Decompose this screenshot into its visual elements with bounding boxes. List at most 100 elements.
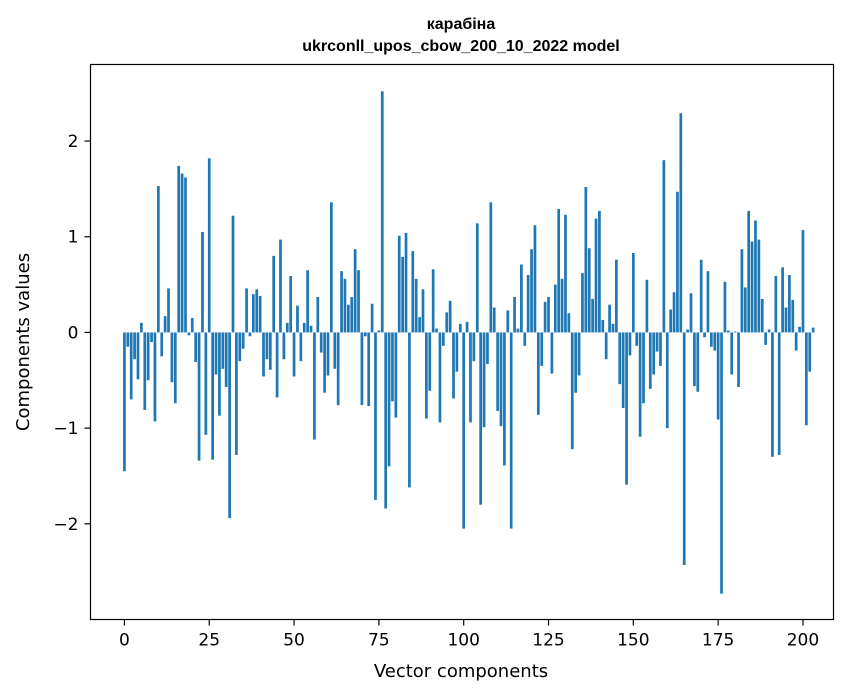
x-axis-ticks: 0 25 50 75 100 125 150 175 200 xyxy=(119,619,819,651)
bar-134 xyxy=(577,332,581,376)
bar-45 xyxy=(275,332,279,398)
x-tick-label: 75 xyxy=(368,631,390,651)
bar-67 xyxy=(350,297,354,333)
bar-74 xyxy=(374,332,377,500)
bar-123 xyxy=(540,332,544,366)
bar-144 xyxy=(611,323,615,333)
bar-145 xyxy=(615,259,618,333)
x-tick-label: 100 xyxy=(447,631,479,651)
chart-title: карабіна xyxy=(427,16,496,33)
bar-38 xyxy=(251,294,255,333)
bar-69 xyxy=(357,270,360,333)
bar-79 xyxy=(391,332,394,402)
bar-47 xyxy=(282,332,286,360)
bar-12 xyxy=(163,316,167,333)
bar-166 xyxy=(686,329,689,333)
bar-61 xyxy=(330,202,333,333)
bar-66 xyxy=(346,304,350,333)
bar-54 xyxy=(306,270,309,333)
bar-71 xyxy=(363,332,367,337)
bar-147 xyxy=(621,332,625,409)
bar-122 xyxy=(536,332,540,415)
bar-149 xyxy=(628,332,632,356)
bar-111 xyxy=(499,332,503,427)
bar-191 xyxy=(771,332,774,457)
bar-3 xyxy=(133,332,136,360)
bar-72 xyxy=(367,332,371,407)
bar-163 xyxy=(676,191,679,333)
bar-32 xyxy=(231,215,235,333)
bar-202 xyxy=(808,332,812,372)
bar-88 xyxy=(421,289,425,333)
bar-138 xyxy=(591,298,594,333)
bar-182 xyxy=(740,249,744,333)
bar-157 xyxy=(655,332,659,352)
x-tick-label: 25 xyxy=(198,631,220,651)
plot-frame xyxy=(89,63,835,621)
y-tick-label: 2 xyxy=(68,132,79,152)
bar-179 xyxy=(730,332,734,375)
bar-81 xyxy=(397,235,401,333)
bar-55 xyxy=(309,325,313,333)
bar-186 xyxy=(754,220,757,333)
bar-107 xyxy=(486,332,489,365)
bar-103 xyxy=(472,332,476,362)
bar-82 xyxy=(401,256,404,333)
bar-181 xyxy=(737,332,740,387)
bar-155 xyxy=(648,332,652,389)
bar-23 xyxy=(201,231,204,333)
bar-175 xyxy=(716,332,720,420)
bar-17 xyxy=(180,173,184,333)
bar-51 xyxy=(296,305,299,333)
bar-41 xyxy=(262,332,265,377)
bar-159 xyxy=(662,160,666,333)
bar-128 xyxy=(557,208,561,333)
bar-199 xyxy=(798,326,801,333)
bars-group xyxy=(123,91,815,594)
bar-99 xyxy=(458,323,462,333)
bar-170 xyxy=(699,259,703,333)
bar-94 xyxy=(441,332,445,346)
bar-46 xyxy=(279,239,282,333)
bar-15 xyxy=(173,332,177,404)
bar-65 xyxy=(343,278,347,333)
bar-127 xyxy=(553,284,557,333)
bar-171 xyxy=(703,332,706,338)
bar-154 xyxy=(645,279,649,333)
bar-152 xyxy=(638,332,642,437)
bar-76 xyxy=(380,91,384,333)
bar-131 xyxy=(567,313,571,333)
bar-31 xyxy=(228,332,231,519)
bar-63 xyxy=(336,332,340,406)
bar-136 xyxy=(584,186,588,333)
bar-104 xyxy=(475,223,479,333)
x-axis-label: Vector components xyxy=(374,661,548,682)
bar-125 xyxy=(547,297,550,333)
bar-98 xyxy=(455,332,459,372)
bar-195 xyxy=(784,307,788,333)
bar-164 xyxy=(679,113,683,333)
bar-92 xyxy=(435,328,438,333)
bar-109 xyxy=(492,307,496,333)
bar-117 xyxy=(520,264,523,333)
bar-192 xyxy=(774,275,778,333)
bar-176 xyxy=(720,332,723,594)
bar-119 xyxy=(526,275,530,333)
bar-24 xyxy=(204,332,208,435)
bar-0 xyxy=(123,332,126,472)
bar-8 xyxy=(150,332,153,342)
bar-143 xyxy=(608,304,611,333)
bar-160 xyxy=(665,332,669,429)
x-tick-label: 125 xyxy=(532,631,564,651)
bar-165 xyxy=(682,332,686,565)
bar-14 xyxy=(170,332,174,383)
bar-9 xyxy=(153,332,157,422)
bar-35 xyxy=(241,332,245,349)
bar-140 xyxy=(598,210,601,333)
bar-198 xyxy=(794,332,798,351)
bar-95 xyxy=(445,312,449,333)
chart-subtitle: ukrconll_upos_cbow_200_10_2022 model xyxy=(302,38,619,55)
y-tick-label: 1 xyxy=(68,228,79,248)
bar-80 xyxy=(394,332,398,418)
